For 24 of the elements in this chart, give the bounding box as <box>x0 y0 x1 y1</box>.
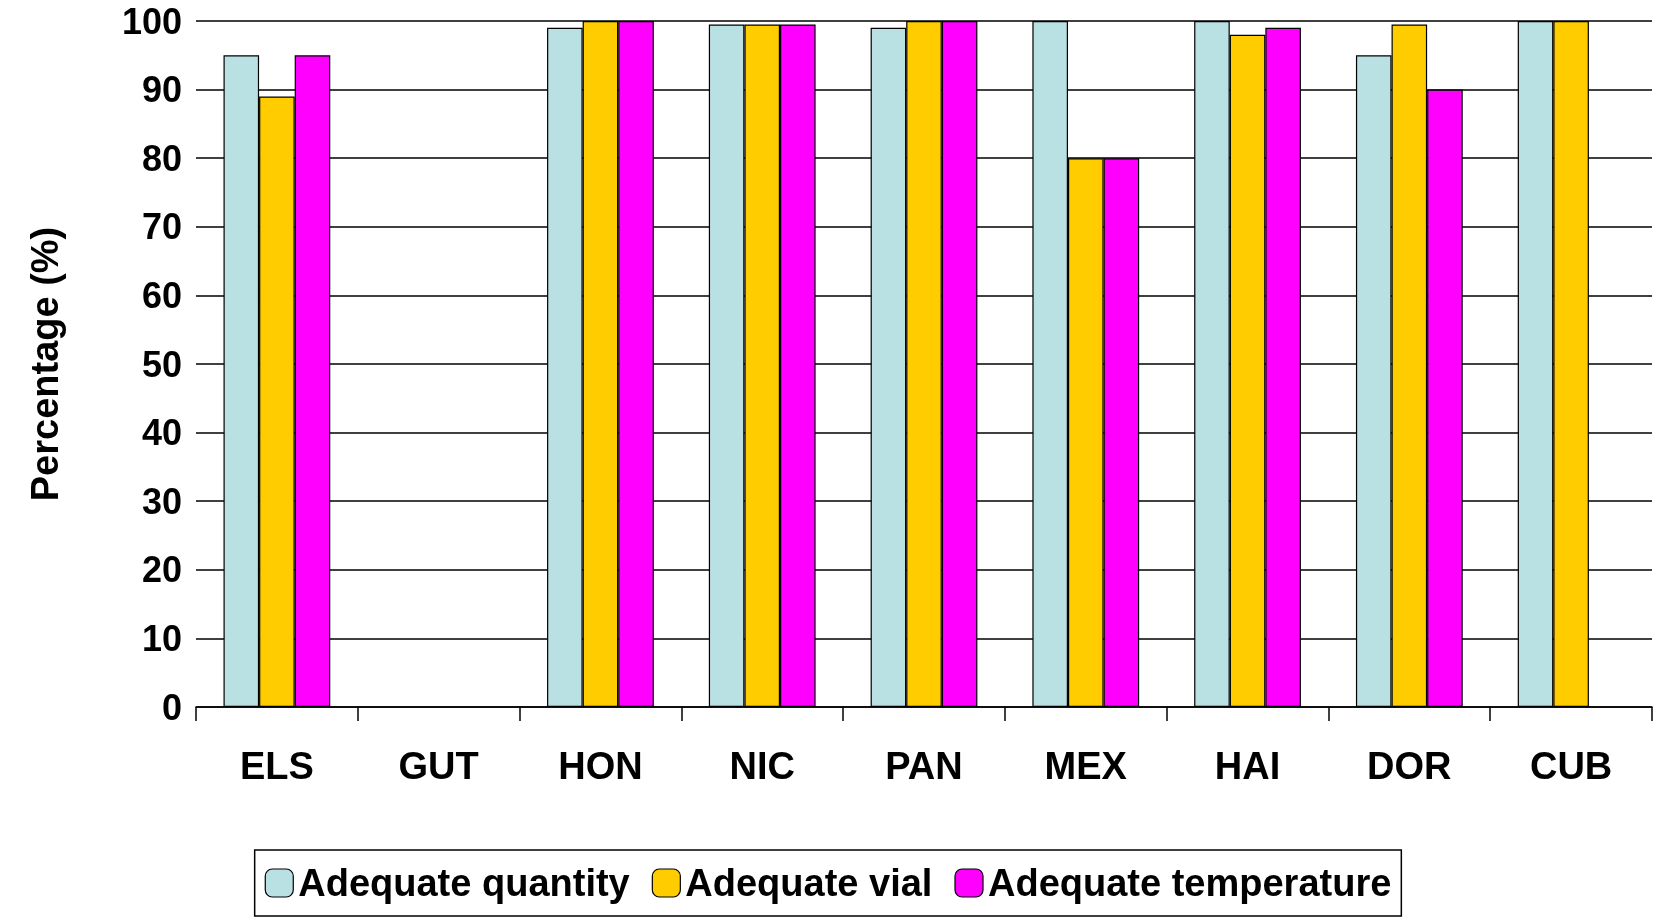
y-tick-label: 70 <box>141 206 182 248</box>
x-tick-label: GUT <box>398 745 479 787</box>
y-tick-label: 80 <box>141 137 182 179</box>
y-tick-label: 90 <box>141 69 182 111</box>
x-tick-label: ELS <box>239 745 314 787</box>
y-tick-label: 30 <box>141 480 182 522</box>
y-tick-label: 40 <box>141 412 182 454</box>
x-tick-label: HON <box>558 745 643 787</box>
y-tick-label: 20 <box>141 549 182 591</box>
legend-label: Adequate vial <box>685 862 933 904</box>
y-tick-label: 100 <box>121 0 182 42</box>
x-tick-label: MEX <box>1044 745 1128 787</box>
x-tick-label: DOR <box>1367 745 1452 787</box>
y-tick-label: 0 <box>161 686 182 728</box>
y-tick-label: 60 <box>141 274 182 316</box>
x-tick-label: HAI <box>1214 745 1281 787</box>
y-tick-label: 10 <box>141 617 182 659</box>
x-tick-label: NIC <box>729 745 795 787</box>
legend-label: Adequate quantity <box>298 862 630 904</box>
y-tick-label: 50 <box>141 343 182 385</box>
x-tick-label: CUB <box>1529 745 1613 787</box>
legend-label: Adequate temperature <box>988 862 1392 904</box>
x-tick-label: PAN <box>885 745 963 787</box>
y-axis-title: Percentage (%) <box>24 226 66 502</box>
